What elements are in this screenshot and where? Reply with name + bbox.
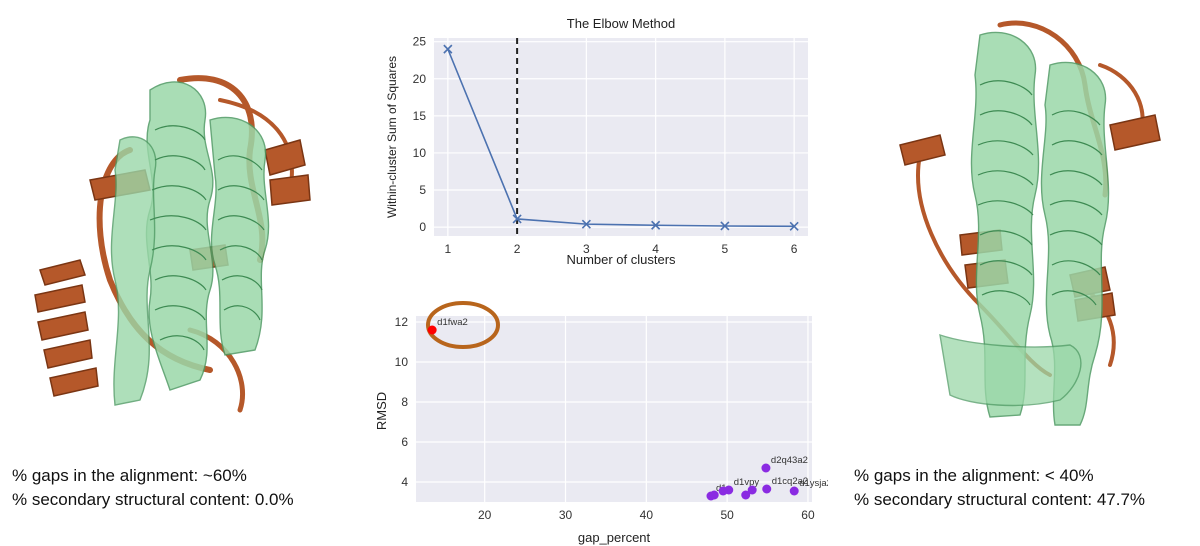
left-protein-helix-turns: [149, 125, 265, 351]
elbow-x-tick-label: 1: [445, 242, 452, 256]
scatter-point: [709, 490, 719, 500]
scatter-plot-background: [416, 316, 812, 502]
scatter-point: [747, 485, 757, 495]
elbow-y-tick-label: 20: [413, 72, 427, 86]
elbow-x-tick-label: 6: [791, 242, 798, 256]
scatter-y-label: RMSD: [374, 392, 389, 430]
right-protein-structure-image: [899, 20, 1161, 426]
elbow-y-label: Within-cluster Sum of Squares: [385, 56, 399, 218]
elbow-y-tick-label: 0: [419, 220, 426, 234]
elbow-x-tick-label: 3: [583, 242, 590, 256]
elbow-plot-background: [434, 38, 808, 236]
scatter-point: [427, 325, 437, 335]
scatter-point-label: d1cq2a2: [772, 476, 808, 487]
right-gaps-text: % gaps in the alignment: < 40%: [854, 466, 1094, 485]
scatter-y-tick-label: 8: [401, 395, 408, 409]
left-gaps-text: % gaps in the alignment: ~60%: [12, 466, 247, 485]
elbow-title: The Elbow Method: [567, 16, 675, 31]
elbow-x-label: Number of clusters: [566, 252, 676, 267]
scatter-x-tick-label: 60: [801, 508, 815, 522]
scatter-x-tick-label: 40: [640, 508, 654, 522]
scatter-point-label: d2q43a2: [771, 455, 808, 466]
elbow-x-tick-label: 5: [722, 242, 729, 256]
right-protein-helix-turns: [977, 80, 1103, 306]
scatter-y-tick-label: 12: [395, 315, 409, 329]
scatter-point-label: d1ysja2: [799, 478, 828, 489]
left-caption: % gaps in the alignment: ~60% % secondar…: [12, 464, 294, 512]
elbow-y-tick-label: 25: [413, 35, 427, 49]
elbow-x-tick-label: 2: [514, 242, 521, 256]
scatter-point: [741, 490, 751, 500]
scatter-point-label: d1vpy: [734, 477, 760, 488]
scatter-point-label: d1fwa2: [437, 317, 468, 328]
scatter-point: [762, 484, 772, 494]
elbow-y-tick-label: 5: [419, 183, 426, 197]
elbow-data-point: [789, 221, 799, 231]
scatter-y-tick-label: 10: [395, 355, 409, 369]
elbow-data-point: [443, 44, 453, 54]
left-protein-green-helices: [110, 81, 270, 406]
scatter-point: [789, 486, 799, 496]
scatter-y-tick-label: 4: [401, 475, 408, 489]
scatter-x-label: gap_percent: [578, 530, 651, 545]
scatter-y-tick-label: 6: [401, 435, 408, 449]
scatter-x-tick-label: 20: [478, 508, 492, 522]
elbow-data-point: [581, 219, 591, 229]
left-protein-structure-image: [34, 75, 311, 413]
elbow-data-point: [720, 221, 730, 231]
elbow-chart: 1 2 3 4 5 6 0 5 10 15 20 25 The Elbow Method Number…: [385, 16, 808, 267]
right-protein-green-helices: [939, 31, 1110, 426]
scatter-x-tick-label: 30: [559, 508, 573, 522]
elbow-data-point: [651, 220, 661, 230]
rmsd-scatter-chart: 20 30 40 50 60 4 6 8 10 12 d1fwa2 d2q43a2 d1vpy d1cq…: [374, 301, 828, 545]
right-caption: % gaps in the alignment: < 40% % seconda…: [854, 464, 1145, 512]
elbow-data-point: [512, 214, 522, 224]
left-secondary-text: % secondary structural content: 0.0%: [12, 490, 294, 509]
outlier-highlight-circle: [426, 301, 500, 349]
elbow-x-tick-label: 4: [652, 242, 659, 256]
elbow-series-line: [447, 48, 795, 228]
elbow-y-tick-label: 15: [413, 109, 427, 123]
scatter-point: [761, 463, 771, 473]
elbow-y-tick-label: 10: [413, 146, 427, 160]
right-secondary-text: % secondary structural content: 47.7%: [854, 490, 1146, 509]
scatter-point: [718, 486, 728, 496]
scatter-x-tick-label: 50: [720, 508, 734, 522]
